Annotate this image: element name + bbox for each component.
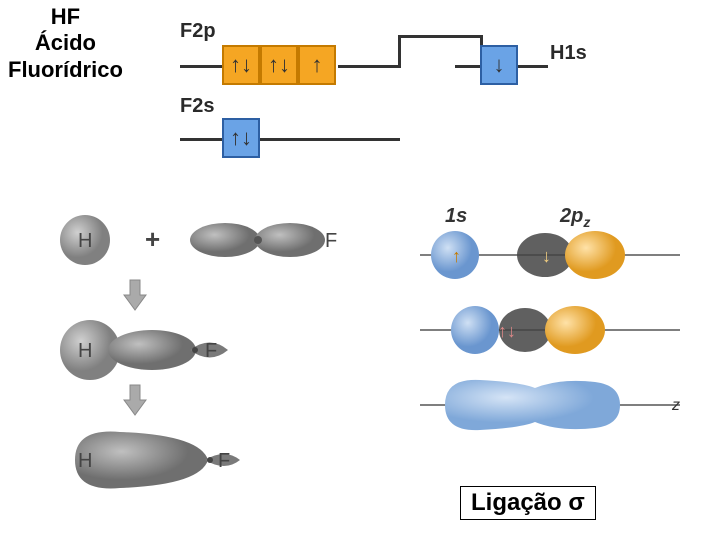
f2s-line-left — [180, 138, 222, 141]
connector-h — [398, 35, 480, 38]
f2p-boxes: ↑↓↑↓↑ — [222, 45, 336, 85]
orbital-box: ↑↓ — [222, 118, 260, 158]
h-label-2: H — [78, 340, 92, 363]
h1s-line-left — [455, 65, 480, 68]
orbital-box: ↑ — [298, 45, 336, 85]
sigma-bond-sequence: 1s 2pz ↑ ↓ ↑↓ z — [420, 210, 700, 500]
orbital-box: ↑↓ — [260, 45, 298, 85]
sigma-svg: ↑ ↓ ↑↓ z — [420, 210, 700, 470]
f2p-line-left — [180, 65, 222, 68]
orbital-box: ↓ — [480, 45, 518, 85]
sigma-bond-label: Ligação σ — [460, 486, 596, 520]
f2p-label: F2p — [180, 20, 216, 43]
connector-v1 — [398, 35, 401, 68]
f-label-3: F — [218, 450, 230, 473]
svg-text:z: z — [671, 397, 680, 414]
h-label-1: H — [78, 230, 92, 253]
plus-sign: + — [145, 224, 160, 255]
svg-text:↑↓: ↑↓ — [498, 321, 516, 341]
f-label-1: F — [325, 230, 337, 253]
h1s-label: H1s — [550, 42, 587, 65]
svg-text:↑: ↑ — [452, 246, 461, 266]
hf-combination-sequence: H + F H F H F — [30, 210, 360, 500]
label-1s: 1s — [445, 205, 467, 228]
svg-text:↓: ↓ — [542, 246, 551, 266]
title-line1: HF — [8, 4, 123, 30]
f2s-line-right — [260, 138, 400, 141]
orbital-box: ↑↓ — [222, 45, 260, 85]
f2s-boxes: ↑↓ — [222, 118, 260, 158]
h1s-boxes: ↓ — [480, 45, 518, 85]
f2s-label: F2s — [180, 95, 214, 118]
f-label-2: F — [205, 340, 217, 363]
slide-title: HF Ácido Fluorídrico — [8, 4, 123, 83]
label-2pz: 2pz — [560, 205, 590, 230]
title-line2: Ácido — [8, 30, 123, 56]
h-label-3: H — [78, 450, 92, 473]
f2p-line-right — [338, 65, 398, 68]
h1s-line-right — [518, 65, 548, 68]
title-line3: Fluorídrico — [8, 57, 123, 83]
energy-diagram: F2p ↑↓↑↓↑ ↓ H1s F2s ↑↓ — [180, 20, 600, 170]
